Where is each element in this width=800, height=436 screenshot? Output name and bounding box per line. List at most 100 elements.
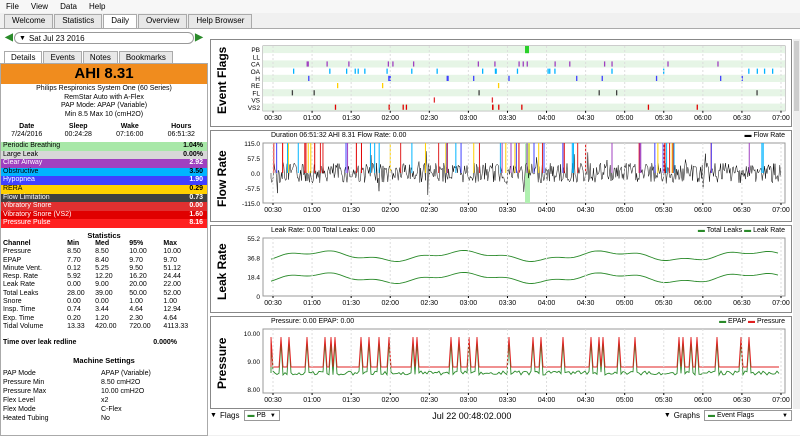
- y-tick-label: 55.2: [247, 236, 260, 243]
- x-tick-label: 02:30: [421, 207, 439, 214]
- setting-key: Heated Tubing: [3, 415, 49, 423]
- stat-cell: 0.00: [67, 298, 81, 306]
- stat-cell: 7.70: [67, 256, 81, 264]
- leak-rate-title: Leak Rate: 0.00 Total Leaks: 0.00: [271, 227, 376, 234]
- index-row[interactable]: RERA 0.29: [1, 184, 207, 194]
- tab-help-browser[interactable]: Help Browser: [188, 14, 253, 28]
- flag-row: [263, 82, 785, 90]
- x-tick-label: 05:30: [655, 207, 673, 214]
- index-row[interactable]: Periodic Breathing 1.04%: [1, 142, 207, 151]
- flags-combo[interactable]: ▬ PB ▼: [243, 410, 280, 421]
- tab-events[interactable]: Events: [43, 51, 82, 63]
- time-over-leak-label: Time over leak redline: [3, 339, 77, 347]
- x-tick-label: 04:00: [538, 115, 556, 122]
- x-tick-label: 01:30: [342, 300, 360, 307]
- x-tick-label: 06:30: [733, 300, 751, 307]
- graphs-combo[interactable]: ▬ Event Flags ▼: [704, 410, 792, 421]
- stat-cell: Insp. Time: [3, 306, 36, 314]
- stat-cell: 16.20: [129, 273, 147, 281]
- event-flags-ylabel: Event Flags: [215, 46, 229, 114]
- x-tick-label: 02:00: [381, 207, 399, 214]
- leak-rate-panel[interactable]: Leak Rate Leak Rate: 0.00 Total Leaks: 0…: [210, 225, 792, 313]
- setting-value: APAP (Variable): [101, 370, 151, 378]
- index-label: Vibratory Snore (VS2): [3, 210, 72, 218]
- graph-color-icon: ▬: [708, 412, 715, 419]
- date-bar: ◀ ▼ Sat Jul 23 2016 ▶: [4, 31, 204, 45]
- prev-day-arrow-icon[interactable]: ◀: [5, 32, 13, 43]
- x-tick-label: 02:30: [421, 397, 439, 404]
- machine-line: Min 8.5 Max 10 (cmH2O): [64, 110, 144, 118]
- index-row[interactable]: Clear Airway 2.92: [1, 159, 207, 168]
- menu-view[interactable]: View: [30, 2, 49, 11]
- x-tick-label: 06:30: [733, 115, 751, 122]
- graphs-label: Graphs: [673, 411, 700, 420]
- dropdown-icon: ▼: [663, 412, 671, 419]
- x-tick-label: 06:30: [733, 397, 751, 404]
- chevron-down-icon: ▼: [269, 412, 276, 419]
- index-row[interactable]: Pressure Pulse 8.16: [1, 219, 207, 228]
- ahi-banner: AHI 8.31: [1, 64, 207, 84]
- flow-rate-series: [270, 151, 781, 195]
- leak-rate-chart: 55.2 36.8 18.4 0 00:30 01:00 01:30 02:00 02:30 03…: [247, 236, 790, 307]
- y-tick-label: -57.5: [245, 186, 260, 193]
- stat-cell: 1.20: [95, 314, 109, 322]
- x-tick-label: 07:00: [772, 207, 790, 214]
- stat-row: Insp. Time 0.74 3.44 4.64 12.94: [3, 306, 203, 314]
- graphs-button[interactable]: ▼ Graphs: [664, 411, 700, 420]
- stat-cell: 4.64: [129, 306, 143, 314]
- index-row[interactable]: Vibratory Snore (VS2) 1.60: [1, 210, 207, 220]
- tab-notes[interactable]: Notes: [82, 51, 118, 63]
- index-row[interactable]: Vibratory Snore 0.00: [1, 202, 207, 211]
- y-tick-label: 115.0: [244, 141, 260, 148]
- tab-statistics[interactable]: Statistics: [54, 14, 103, 28]
- sleep-header: Sleep: [68, 123, 88, 130]
- index-label: Hypopnea: [3, 176, 35, 184]
- menu-file[interactable]: File: [6, 2, 19, 11]
- graphs-scrollbar[interactable]: [793, 39, 800, 409]
- next-day-arrow-icon[interactable]: ▶: [195, 32, 203, 43]
- machine-settings-list: PAP Mode APAP (Variable) Pressure Min 8.50 …: [1, 369, 207, 423]
- x-tick-label: 01:00: [303, 207, 321, 214]
- sleep-value: 00:24:28: [64, 131, 92, 138]
- tab-details[interactable]: Details: [4, 51, 43, 63]
- index-row[interactable]: Hypopnea 1.90: [1, 176, 207, 185]
- flag-row: [263, 103, 785, 111]
- flow-rate-panel[interactable]: Flow Rate Duration 06:51:32 AHI 8.31 Flo…: [210, 130, 792, 222]
- tab-overview[interactable]: Overview: [138, 14, 188, 28]
- chevron-down-icon: ▼: [782, 412, 788, 419]
- setting-key: Flex Mode: [3, 406, 36, 414]
- daily-view: ◀ ▼ Sat Jul 23 2016 ▶ Details Events Not…: [0, 28, 800, 436]
- sleep-value: 06:51:32: [167, 131, 195, 138]
- setting-value: 10.00 cmH2O: [101, 388, 145, 396]
- x-tick-label: 05:00: [616, 397, 634, 404]
- sleep-hours: Hours 06:51:32: [156, 123, 206, 139]
- stat-cell: Tidal Volume: [3, 322, 44, 330]
- x-tick-label: 04:30: [577, 115, 595, 122]
- sleep-header: Date: [19, 123, 35, 130]
- epap-series: [270, 342, 780, 377]
- x-tick-label: 00:30: [264, 207, 282, 214]
- index-value: 1.60: [189, 210, 203, 218]
- scrollbar-thumb[interactable]: [794, 41, 799, 111]
- date-selector[interactable]: ▼ Sat Jul 23 2016: [14, 32, 194, 44]
- index-label: Vibratory Snore: [3, 202, 52, 210]
- x-tick-label: 07:00: [772, 397, 790, 404]
- stat-cell: 0.74: [67, 306, 81, 314]
- stat-cell: 24.44: [163, 273, 181, 281]
- event-flags-panel[interactable]: Event Flags PB LL CA OA H RE FL VS VS2 00:30 01:00…: [210, 39, 792, 127]
- flags-button[interactable]: ▼ Flags: [210, 411, 240, 420]
- index-row[interactable]: Large Leak 0.00%: [1, 150, 207, 160]
- pressure-panel[interactable]: Pressure Pressure: 0.00 EPAP: 0.00 ▬ EPA…: [210, 316, 792, 409]
- index-row[interactable]: Obstructive 3.50: [1, 167, 207, 177]
- flag-row: [263, 89, 785, 97]
- index-row[interactable]: Flow Limitation 0.73: [1, 193, 207, 203]
- menu-help[interactable]: Help: [89, 2, 106, 11]
- index-label: Flow Limitation: [3, 193, 50, 201]
- tab-daily[interactable]: Daily: [103, 14, 137, 29]
- tab-welcome[interactable]: Welcome: [4, 14, 54, 28]
- x-tick-label: 01:00: [303, 300, 321, 307]
- machine-line: Philips Respironics System One (60 Serie…: [36, 85, 172, 92]
- menu-data[interactable]: Data: [60, 2, 77, 11]
- stat-cell: EPAP: [3, 256, 22, 264]
- tab-bookmarks[interactable]: Bookmarks: [118, 51, 173, 63]
